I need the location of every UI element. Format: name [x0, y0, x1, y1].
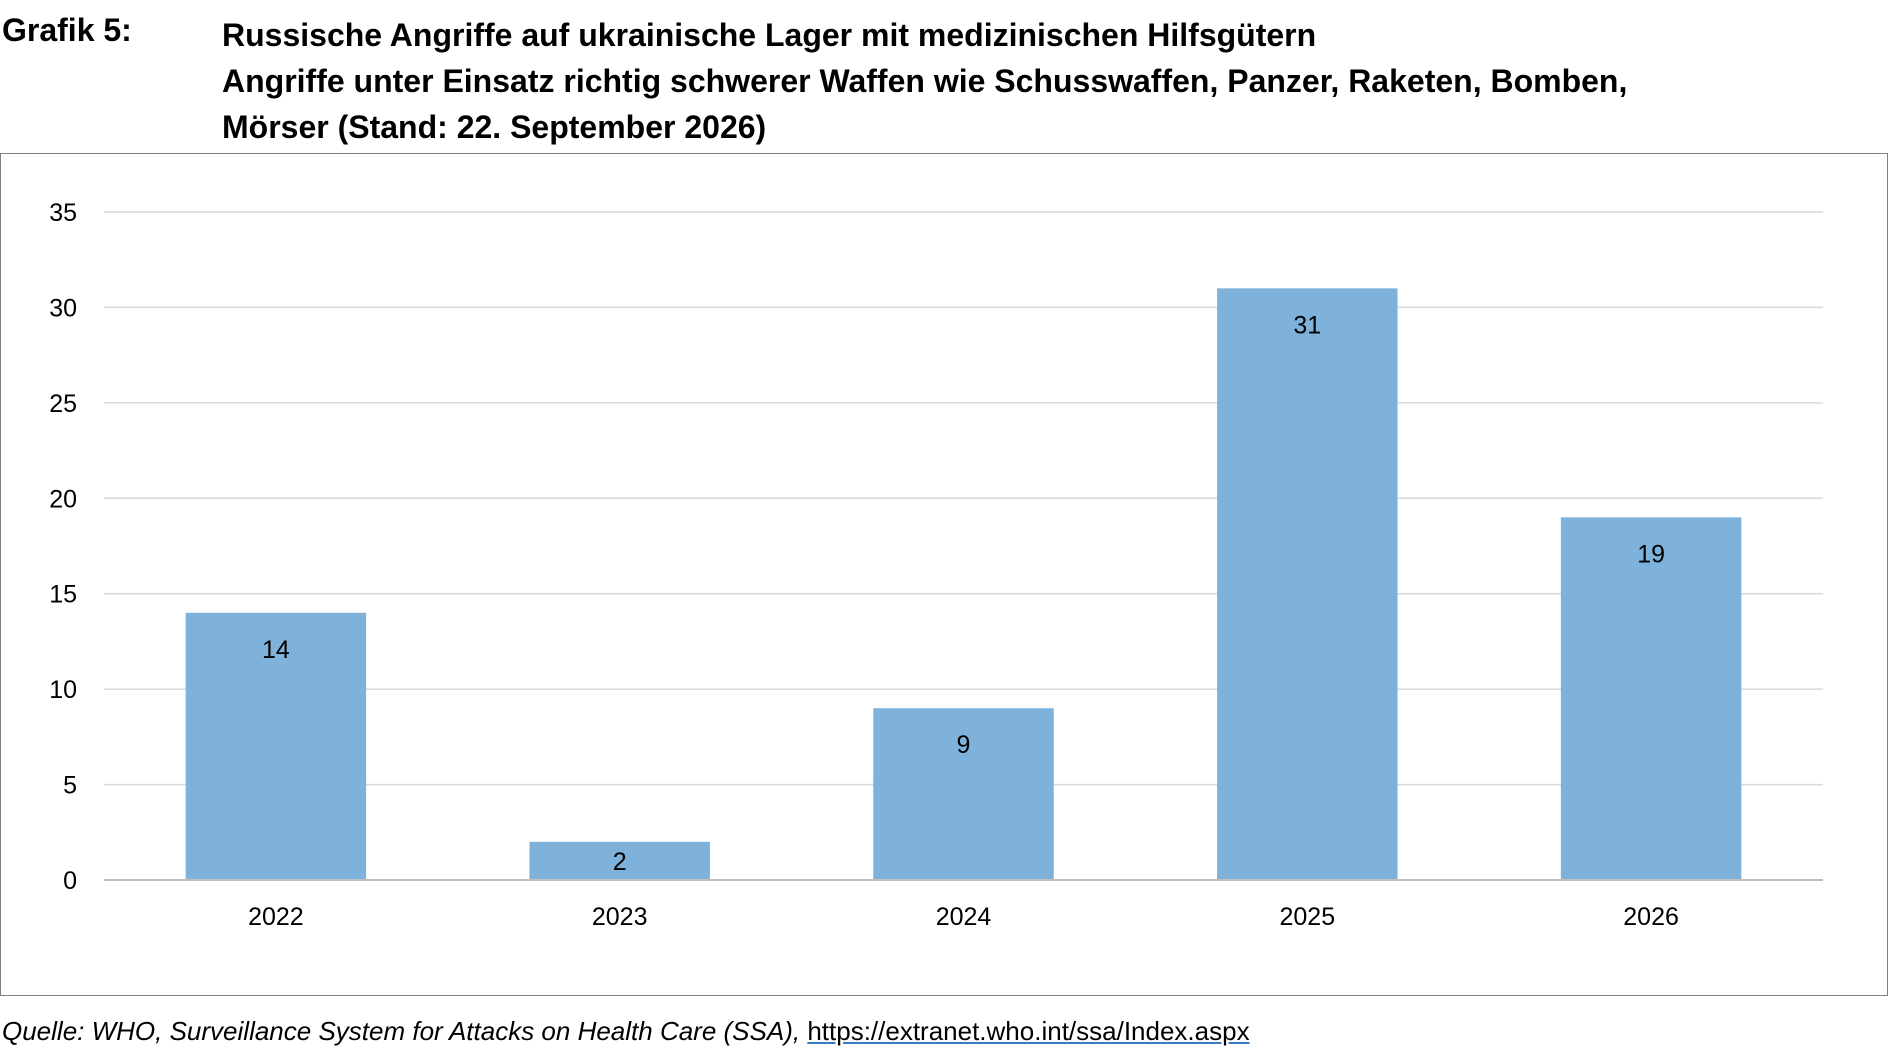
source-note: Quelle: WHO, Surveillance System for Att… — [2, 1016, 1250, 1047]
source-text: Quelle: WHO, Surveillance System for Att… — [2, 1016, 808, 1046]
x-tick-label: 2025 — [1279, 903, 1335, 931]
data-label: 2 — [613, 848, 627, 876]
y-tick-label: 25 — [49, 390, 77, 418]
title-line-1: Russische Angriffe auf ukrainische Lager… — [222, 17, 1317, 53]
y-tick-label: 10 — [49, 676, 77, 704]
bar — [529, 841, 710, 880]
source-link[interactable]: https://extranet.who.int/ssa/Index.aspx — [807, 1016, 1250, 1046]
y-tick-label: 30 — [49, 294, 77, 322]
x-tick-label: 2022 — [248, 903, 304, 931]
bar — [1560, 517, 1742, 880]
x-tick-label: 2023 — [592, 903, 648, 931]
y-tick-label: 5 — [63, 772, 77, 800]
x-tick-label: 2026 — [1623, 903, 1679, 931]
y-tick-label: 0 — [63, 867, 77, 895]
y-tick-label: 35 — [49, 199, 77, 227]
title-line-3: Mörser (Stand: 22. September 2026) — [222, 109, 767, 145]
chart-header: Grafik 5: Russische Angriffe auf ukraini… — [0, 6, 1890, 146]
chart-title: Russische Angriffe auf ukrainische Lager… — [222, 12, 1627, 150]
data-label: 9 — [957, 731, 971, 759]
data-label: 14 — [262, 636, 290, 664]
bar — [185, 612, 367, 880]
chart-frame: 0 5 10 15 20 25 30 35 14 2 9 31 19 2022 2023 2024 2025 20… — [0, 153, 1888, 996]
bar — [1217, 288, 1398, 880]
title-line-2: Angriffe unter Einsatz richtig schwerer … — [222, 63, 1628, 99]
data-label: 19 — [1637, 540, 1665, 568]
data-label: 31 — [1293, 311, 1321, 339]
y-tick-label: 20 — [49, 485, 77, 513]
y-tick-label: 15 — [49, 581, 77, 609]
bar — [873, 708, 1054, 880]
x-tick-label: 2024 — [936, 903, 992, 931]
figure-label: Grafik 5: — [2, 12, 132, 48]
